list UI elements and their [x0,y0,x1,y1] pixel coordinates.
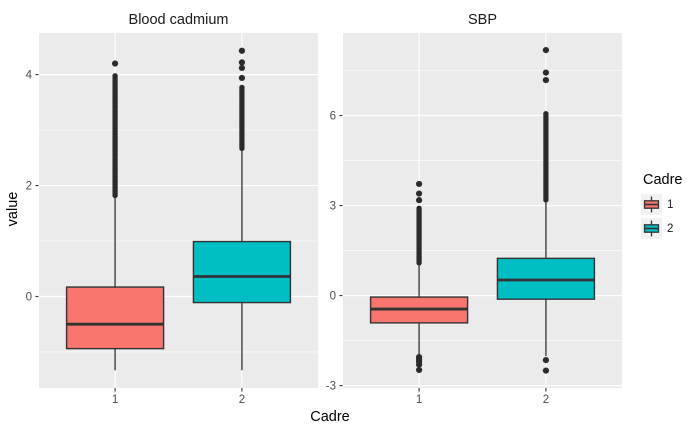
x-tick-label: 1 [416,394,422,406]
facet-title: SBP [467,12,497,28]
outlier-dot [415,366,423,374]
x-tick-label: 2 [239,394,245,406]
box-iqr [192,240,292,304]
outlier-dot [415,190,423,197]
outlier-dot [542,367,550,374]
x-tick-label: 1 [112,394,118,406]
outlier-dot [415,180,423,188]
y-tick-label: 3 [330,201,336,213]
legend-key-cadre-2 [641,218,662,239]
outlier-dot [415,361,423,368]
panel-background [343,33,622,388]
outlier-dot [416,205,422,211]
outlier-dot [238,74,246,82]
outlier-dot [239,84,245,91]
legend-entry-cadre-2: 2 [641,218,683,239]
outlier-dot [112,73,118,79]
x-tick-label: 2 [543,394,549,406]
outlier-dot [542,356,550,364]
outlier-dot [542,77,550,84]
outlier-dot [111,60,119,67]
y-axis-title: value [5,191,21,227]
legend: Cadre 1 2 [641,172,683,242]
boxplot-key-icon [643,196,660,213]
y-tick-label: 6 [330,111,336,123]
outlier-dot [238,47,246,54]
outlier-dot [543,111,549,117]
outlier-dot [542,47,550,54]
x-axis-title: Cadre [310,409,350,425]
outlier-dot [542,69,550,76]
outlier-dot [238,64,246,72]
facet-title: Blood cadmium [128,12,229,28]
outlier-dot [238,59,246,66]
boxplot-key-icon [643,220,660,237]
legend-key-cadre-1 [641,194,662,215]
legend-title: Cadre [643,172,683,188]
facet-strip-sbp: SBP [343,7,622,33]
y-tick-label: 2 [26,181,32,193]
y-tick-label: 4 [26,70,33,82]
y-tick-label: -3 [326,381,336,393]
facet-strip-blood-cadmium: Blood cadmium [39,7,318,33]
legend-entry-cadre-1: 1 [641,194,683,215]
y-tick-label: 0 [26,291,32,303]
box-iqr [65,286,165,350]
y-tick-label: 0 [330,291,336,303]
legend-label: 1 [667,198,674,211]
outlier-dot [415,197,423,204]
legend-label: 2 [667,222,674,235]
